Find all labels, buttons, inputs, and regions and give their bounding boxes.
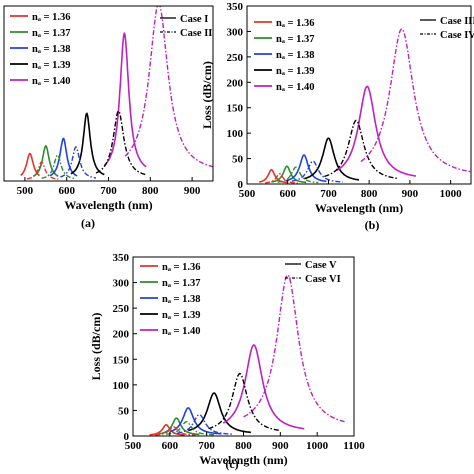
legend-label-3: nₐ = 1.39 [32, 60, 71, 71]
x-tick-label-0: 500 [17, 185, 34, 197]
x-axis-label: Wavelength (nm) [315, 201, 403, 215]
y-tick-label-2: 100 [227, 128, 244, 140]
y-tick-label-5: 250 [227, 52, 244, 64]
series-line-9 [124, 6, 213, 168]
y-tick-label-6: 300 [113, 278, 130, 290]
series-line-8 [95, 110, 147, 176]
legend-label-4: nₐ = 1.40 [32, 76, 71, 87]
plot-area [20, 6, 213, 180]
legend-label-4: nₐ = 1.40 [162, 326, 201, 337]
x-tick-label-6: 1100 [343, 440, 365, 452]
y-tick-label-3: 150 [113, 354, 130, 366]
series-line-7 [60, 146, 97, 179]
x-tick-label-4: 900 [402, 188, 419, 200]
y-tick-label-4: 200 [113, 329, 130, 341]
x-tick-label-0: 500 [125, 440, 142, 452]
series-line-3 [70, 112, 105, 176]
series-line-4 [222, 344, 305, 430]
panel-caption: (c) [225, 457, 238, 471]
series-line-3 [188, 392, 252, 434]
y-tick-label-7: 350 [113, 252, 130, 264]
chart-panel-0: 500 600 700 800 900 Wavelength (nm) nₐ = 1.36 n… [3, 5, 214, 230]
plot-frame [246, 5, 472, 185]
legend-label-3: nₐ = 1.39 [276, 66, 315, 77]
legend-label-1: nₐ = 1.37 [32, 28, 71, 39]
case-legend-label-1: Case II [180, 28, 212, 39]
x-tick-label-2: 700 [320, 188, 337, 200]
x-tick-label-5: 1000 [440, 188, 463, 200]
case-legend-label-0: Case I [180, 14, 208, 25]
legend-label-0: nₐ = 1.36 [276, 18, 315, 29]
legend-label-3: nₐ = 1.39 [162, 310, 201, 321]
x-tick-label-2: 700 [100, 185, 117, 197]
panel-caption: (b) [365, 218, 380, 232]
chart-panel-2: 500 600 700 800 900 1000 1100 0 50 100 150 200 250 30… [89, 252, 365, 471]
series-line-2 [285, 154, 327, 183]
y-tick-label-4: 200 [227, 77, 244, 89]
y-tick-label-0: 0 [124, 431, 130, 443]
y-tick-label-7: 350 [227, 1, 244, 13]
series-line-8 [208, 372, 281, 432]
series-line-9 [360, 28, 471, 173]
legend-label-0: nₐ = 1.36 [162, 262, 201, 273]
series-line-6 [41, 154, 76, 180]
case-legend-label-0: Case III [440, 16, 474, 27]
plot-area [149, 274, 345, 436]
x-axis-label: Wavelength (nm) [199, 453, 287, 467]
series-line-4 [336, 85, 417, 177]
series-line-9 [243, 274, 345, 423]
series-line-6 [166, 420, 215, 436]
legend-label-0: nₐ = 1.36 [32, 12, 71, 23]
series-line-6 [277, 166, 319, 184]
x-tick-label-1: 600 [279, 188, 296, 200]
x-tick-label-3: 800 [142, 185, 159, 197]
series-line-1 [271, 165, 307, 184]
legend-label-4: nₐ = 1.40 [276, 82, 315, 93]
x-tick-label-1: 600 [162, 440, 179, 452]
series-line-1 [158, 417, 200, 436]
legend-label-1: nₐ = 1.37 [276, 34, 315, 45]
x-tick-label-5: 1000 [306, 440, 329, 452]
series-line-4 [103, 31, 147, 168]
legend-label-2: nₐ = 1.38 [32, 44, 71, 55]
y-axis-label: Loss (dB/cm) [200, 61, 214, 129]
series-line-8 [324, 119, 398, 180]
x-tick-label-3: 800 [235, 440, 252, 452]
series-line-0 [149, 424, 185, 436]
legend-label-2: nₐ = 1.38 [276, 50, 315, 61]
series-line-0 [258, 169, 288, 184]
series-line-5 [265, 173, 298, 184]
y-tick-label-3: 150 [227, 103, 244, 115]
x-tick-label-4: 900 [272, 440, 289, 452]
x-axis-label: Wavelength (nm) [64, 198, 152, 212]
case-legend-label-1: Case VI [305, 274, 341, 285]
x-tick-label-0: 500 [239, 188, 256, 200]
series-line-2 [169, 407, 222, 435]
y-tick-label-6: 300 [227, 26, 244, 38]
legend-label-1: nₐ = 1.37 [162, 278, 201, 289]
series-line-5 [154, 426, 196, 436]
series-line-5 [26, 161, 59, 180]
y-tick-label-5: 250 [113, 303, 130, 315]
chart-panel-1: 500 600 700 800 900 1000 0 50 100 150 200 250 300 350… [200, 1, 474, 232]
y-tick-label-0: 0 [238, 179, 244, 191]
case-legend-label-1: Case IV [440, 30, 474, 41]
y-tick-label-2: 100 [113, 380, 130, 392]
y-tick-label-1: 50 [232, 154, 244, 166]
legend-label-2: nₐ = 1.38 [162, 294, 201, 305]
case-legend-label-0: Case V [305, 260, 337, 271]
y-axis-label: Loss (dB/cm) [89, 313, 103, 381]
x-tick-label-2: 700 [198, 440, 215, 452]
series-line-3 [303, 137, 360, 181]
x-tick-label-3: 800 [361, 188, 378, 200]
panel-caption: (a) [81, 216, 95, 230]
x-tick-label-4: 900 [184, 185, 201, 197]
x-tick-label-1: 600 [58, 185, 75, 197]
plot-area [258, 28, 471, 184]
series-line-7 [291, 160, 343, 183]
y-tick-label-1: 50 [118, 405, 130, 417]
